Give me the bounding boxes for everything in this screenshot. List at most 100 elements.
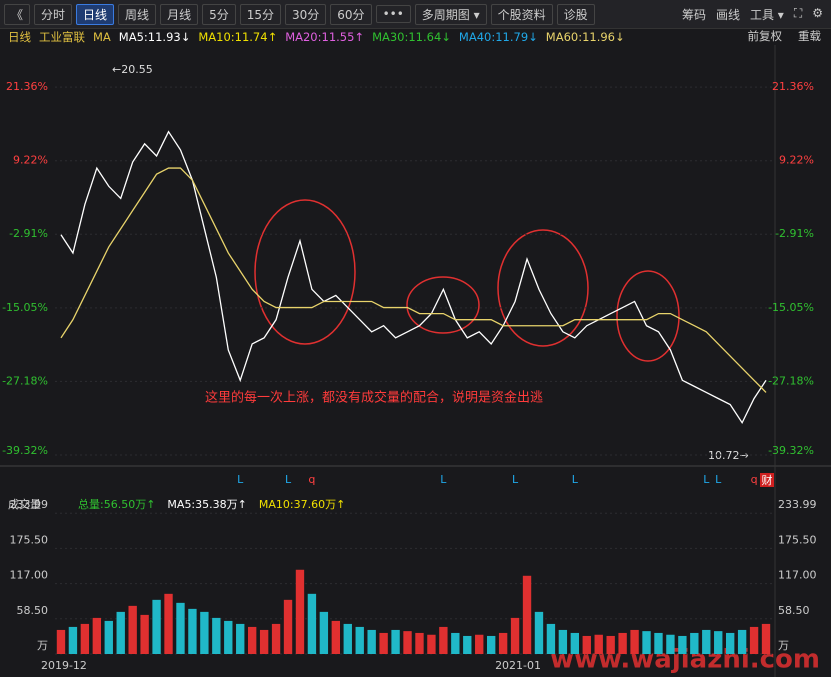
ma-line [60,130,767,425]
toolbar-button[interactable]: 诊股 [556,3,595,25]
volume-bar [606,635,615,654]
info-right: 前复权 重载 [740,28,822,44]
volume-bar [68,626,78,654]
toolbar-button[interactable]: 多周期图 ▾ [414,3,487,25]
volume-bar [319,611,329,654]
volume-bar [570,632,580,654]
ma-legend: MA20:11.55↑ [285,29,365,44]
volume-bar [403,631,412,654]
circle [616,270,680,362]
info-button[interactable]: 前复权 [747,29,783,43]
volume-bar [224,620,233,654]
y-tick-label-right: 万 [778,639,789,652]
toolbar-tool[interactable]: 画线 [715,8,740,22]
ma-legend: MA10:11.74↑ [198,29,278,44]
toolbar-tool[interactable]: ⚙ [812,6,823,20]
y-tick-label: 万 [37,639,48,652]
volume-bar [343,623,352,654]
y-tick-label: 58.50 [17,604,49,617]
toolbar-button[interactable]: ••• [375,5,411,23]
volume-bar [128,605,137,654]
toolbar-button[interactable]: 5分 [202,3,236,25]
toolbar-button[interactable]: 月线 [160,3,199,25]
y-tick-label-right: 58.50 [778,604,810,617]
y-tick-label-right: 21.36% [772,80,814,93]
volume-bar [702,629,711,654]
y-tick-label: 175.50 [10,533,49,546]
volume-bar [331,620,341,654]
y-tick-label-right: -39.32% [768,444,814,457]
toolbar-button[interactable]: 分时 [34,3,73,25]
volume-bar [439,626,448,654]
event-marker: L [285,473,292,486]
toolbar-button[interactable]: 《 [4,3,31,25]
event-marker: L [572,473,579,486]
y-tick-label: 21.36% [6,80,48,93]
volume-bar [200,611,209,654]
high-label: ←20.55 [112,63,153,76]
event-marker: L [237,473,244,486]
ma-line [60,167,767,393]
volume-bar [116,611,125,654]
toolbar-button[interactable]: 个股资料 [490,3,553,25]
volume-bar [582,635,591,654]
volume-legend: MA5:35.38万↑ [167,498,246,511]
volume-bar [666,634,675,654]
y-tick-label-right: -2.91% [775,227,814,240]
volume-bar [307,593,317,654]
toolbar: 筹码 画线 工具 ▾ ⛶ ⚙ 《分时 日线 周线 月线 5分 15分 30分 60分 ••• 多周期图 ▾ 个… [0,0,831,29]
highlight-circles [254,199,680,362]
toolbar-button[interactable]: 60分 [330,3,372,25]
volume-bar [295,569,305,654]
badge-bg [760,473,774,487]
circle [406,276,480,334]
note: 这里的每一次上涨，都没有成交量的配合，说明是资金出逃 [205,390,543,406]
volume-bar [367,629,376,654]
toolbar-button[interactable]: 30分 [285,3,327,25]
y-tick-label: -15.05% [2,301,48,314]
volume-bar [355,626,364,654]
volume-bar [152,599,161,654]
y-tick-label: -39.32% [2,444,48,457]
ma-label: MA [93,29,111,44]
toolbar-button[interactable]: 15分 [239,3,281,25]
ma-legend: MA5:11.93↓ [118,29,191,44]
volume-bar [104,620,113,654]
event-marker: L [440,473,447,486]
volume-bar [188,608,197,654]
volume-bar [379,632,388,654]
volume-bar [714,631,723,654]
volume-bar [92,617,102,654]
volume-bar [271,623,281,654]
x-tick-label: 2019-12 [41,659,87,672]
volume-bar [690,632,699,654]
volume-bar [486,635,496,654]
ma-legend: MA40:11.79↓ [458,29,538,44]
toolbar-tool[interactable]: 筹码 [681,8,706,22]
toolbar-button[interactable]: 周线 [118,3,157,25]
info-button[interactable]: 重载 [798,29,821,43]
volume-bar [80,623,90,654]
info-bar: 日线 工业富联 MA 前复权 重载 MA5:11.93↓ MA10:11.74↑ MA… [0,28,831,45]
toolbar-right: 筹码 画线 工具 ▾ ⛶ ⚙ [682,6,823,23]
volume-bar [463,635,472,654]
ma-legend: MA30:11.64↓ [372,29,451,44]
circle [254,199,356,345]
volume-bar [654,632,663,654]
toolbar-tool[interactable]: ⛶ [793,6,803,20]
event-marker: L [715,473,722,486]
toolbar-button[interactable]: 日线 [76,3,115,25]
badge: 财 [762,473,773,487]
y-tick-label-right: -15.05% [768,301,814,314]
stock-name: 工业富联 [39,29,85,44]
y-tick-label-right: 9.22% [779,154,814,167]
volume-bar [415,632,424,654]
volume-bar [630,629,639,654]
volume-bar [642,631,651,654]
toolbar-tool[interactable]: 工具 ▾ [749,8,784,22]
x-tick-label: 2021-01 [495,659,541,672]
volume-legend: 总量:56.50万↑ [78,497,155,511]
volume-bar [56,629,66,654]
circle [497,229,589,347]
